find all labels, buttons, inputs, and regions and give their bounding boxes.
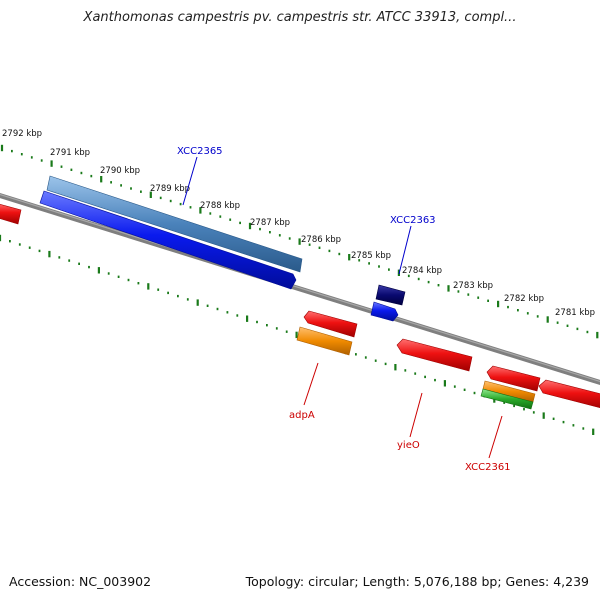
feature-xcc2363[interactable]	[370, 301, 399, 322]
scale-label: 2790 kbp	[100, 166, 140, 176]
feature-xcc2365-upper[interactable]	[46, 175, 303, 273]
accession-text: Accession: NC_003902	[9, 574, 152, 589]
callout-line-adpa	[303, 362, 319, 406]
callout-line-yieo	[409, 392, 423, 438]
gene-label-adpa[interactable]: adpA	[289, 410, 315, 421]
feature-left-edge[interactable]	[0, 203, 22, 225]
gene-label-xcc2365[interactable]: XCC2365	[177, 146, 223, 157]
summary-text: Topology: circular; Length: 5,076,188 bp…	[245, 574, 589, 589]
feature-yieo[interactable]	[396, 338, 473, 372]
scale-label: 2788 kbp	[200, 201, 240, 211]
scale-label: 2787 kbp	[250, 218, 290, 228]
scale-label: 2783 kbp	[453, 281, 493, 291]
gene-label-xcc2361[interactable]: XCC2361	[465, 462, 511, 473]
scale-label: 2792 kbp	[2, 129, 42, 139]
scale-labels: 2792 kbp 2791 kbp 2790 kbp 2789 kbp 2788…	[2, 129, 595, 318]
gene-label-xcc2363[interactable]: XCC2363	[390, 215, 436, 226]
map-title: Xanthomonas campestris pv. campestris st…	[83, 10, 517, 25]
feature-xcc2365[interactable]	[39, 190, 297, 290]
feature-adpa-upper[interactable]	[303, 310, 358, 338]
callout-line-xcc2363	[398, 225, 412, 275]
outer-tick-ring	[0, 144, 599, 339]
scale-label: 2791 kbp	[50, 148, 90, 158]
genome-backbone	[0, 192, 600, 386]
scale-label: 2786 kbp	[301, 235, 341, 245]
feature-adpa[interactable]	[296, 326, 353, 356]
scale-label: 2785 kbp	[351, 251, 391, 261]
feature-right-edge[interactable]	[538, 379, 600, 409]
callout-line-xcc2361	[488, 415, 503, 459]
feature-xcc2363-upper[interactable]	[375, 284, 406, 306]
scale-label: 2784 kbp	[402, 266, 442, 276]
genome-backbone-highlight	[0, 193, 600, 383]
feature-xcc2361-upper[interactable]	[486, 365, 541, 392]
gene-label-yieo[interactable]: yieO	[397, 440, 420, 451]
scale-label: 2781 kbp	[555, 308, 595, 318]
feature-xcc2361-green[interactable]	[480, 388, 534, 410]
scale-label: 2789 kbp	[150, 184, 190, 194]
callout-line-xcc2365	[182, 156, 198, 206]
scale-label: 2782 kbp	[504, 294, 544, 304]
